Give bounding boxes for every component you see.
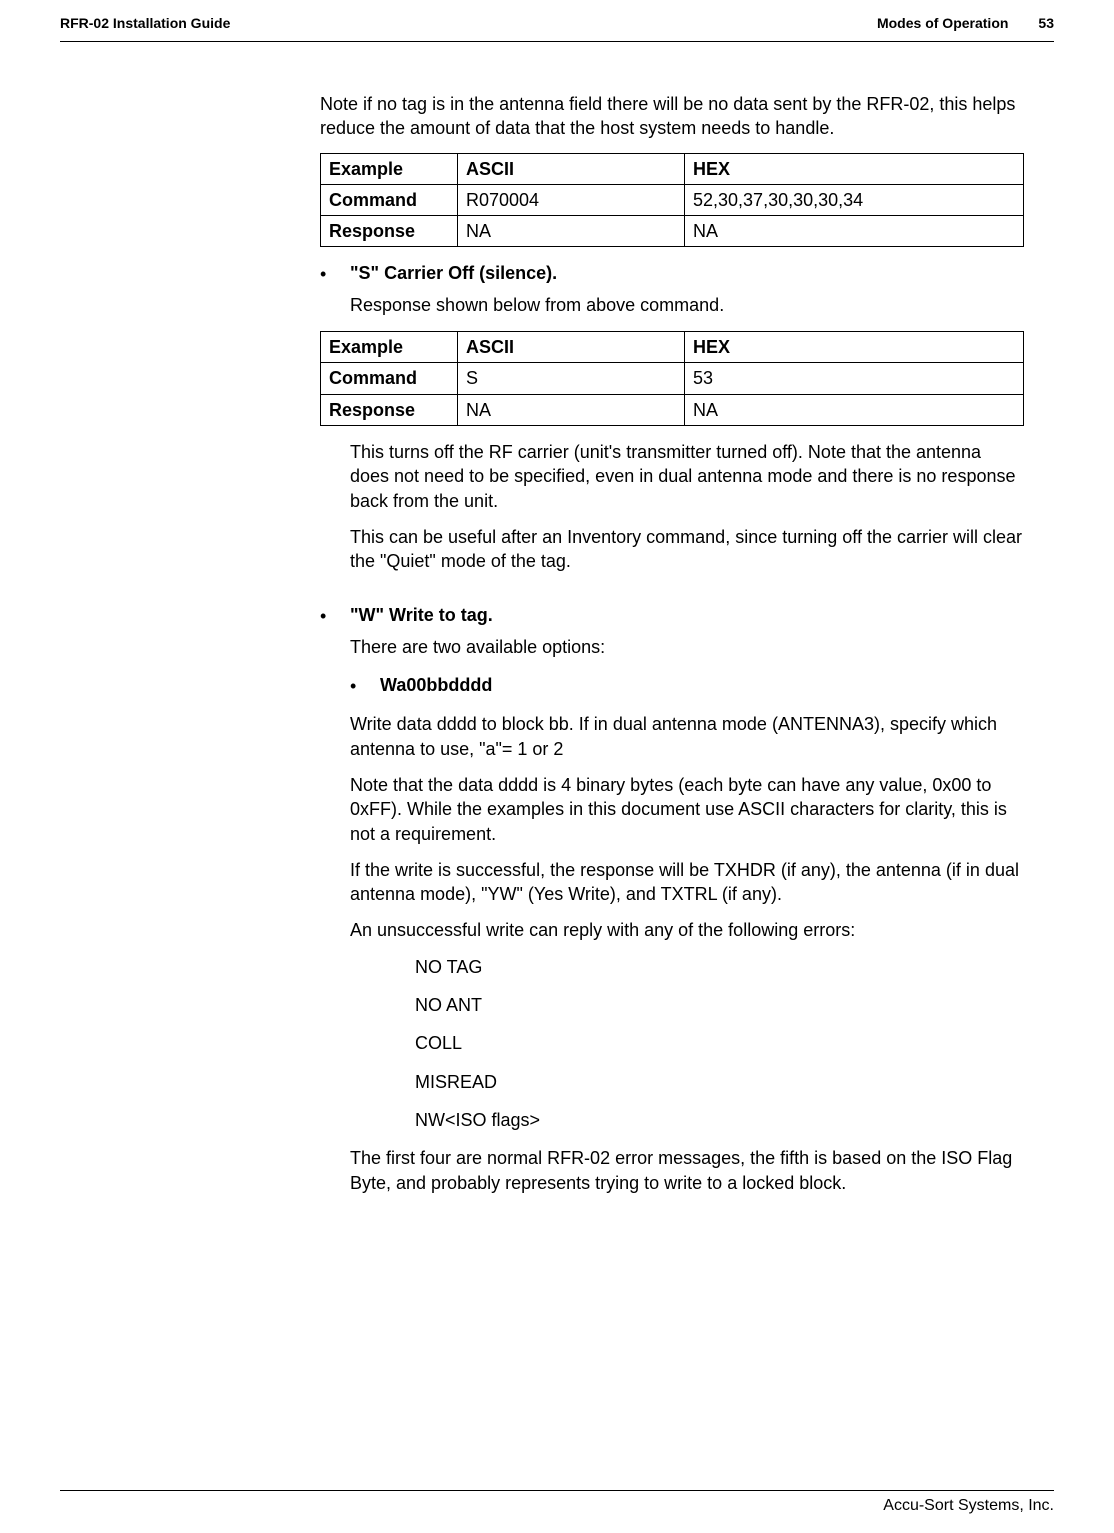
table-row: Example ASCII HEX: [321, 153, 1024, 184]
wa-sub-bullet: • Wa00bbdddd: [350, 673, 1024, 698]
error-item: NO ANT: [415, 993, 1024, 1017]
w-subtext: There are two available options:: [350, 635, 1024, 659]
table-cell: NA: [685, 216, 1024, 247]
table-row: Response NA NA: [321, 216, 1024, 247]
table-cell: NA: [458, 394, 685, 425]
footer-text: Accu-Sort Systems, Inc.: [60, 1497, 1054, 1515]
table-cell: Response: [321, 394, 458, 425]
bullet-icon: •: [320, 261, 350, 286]
header-right: Modes of Operation 53: [877, 15, 1054, 31]
s-carrier-section: • "S" Carrier Off (silence). Response sh…: [320, 261, 1024, 317]
header-section: Modes of Operation: [877, 15, 1008, 31]
header-rule: [60, 41, 1054, 42]
w-heading: "W" Write to tag.: [350, 603, 1024, 627]
content-body: Note if no tag is in the antenna field t…: [320, 92, 1024, 1195]
table-cell: R070004: [458, 184, 685, 215]
intro-paragraph: Note if no tag is in the antenna field t…: [320, 92, 1024, 141]
table-cell: Response: [321, 216, 458, 247]
example-table-1: Example ASCII HEX Command R070004 52,30,…: [320, 153, 1024, 248]
page-header: RFR-02 Installation Guide Modes of Opera…: [60, 15, 1054, 41]
w-para-1: Write data dddd to block bb. If in dual …: [350, 712, 1024, 761]
table-header: Example: [321, 153, 458, 184]
table-header: HEX: [685, 153, 1024, 184]
s-subtext: Response shown below from above command.: [350, 293, 1024, 317]
header-left: RFR-02 Installation Guide: [60, 15, 230, 31]
table-cell: NA: [685, 394, 1024, 425]
table-cell: Command: [321, 184, 458, 215]
bullet-icon: •: [350, 673, 380, 698]
table-row: Response NA NA: [321, 394, 1024, 425]
s-after-para-1: This turns off the RF carrier (unit's tr…: [350, 440, 1024, 513]
table-row: Command R070004 52,30,37,30,30,30,34: [321, 184, 1024, 215]
footer-rule: [60, 1490, 1054, 1491]
bullet-row: • "W" Write to tag.: [320, 603, 1024, 628]
table-header: ASCII: [458, 332, 685, 363]
table-row: Example ASCII HEX: [321, 332, 1024, 363]
error-list: NO TAG NO ANT COLL MISREAD NW<ISO flags>: [415, 955, 1024, 1132]
table-cell: 52,30,37,30,30,30,34: [685, 184, 1024, 215]
table-cell: NA: [458, 216, 685, 247]
w-para-2: Note that the data dddd is 4 binary byte…: [350, 773, 1024, 846]
w-para-4: An unsuccessful write can reply with any…: [350, 918, 1024, 942]
error-item: NO TAG: [415, 955, 1024, 979]
table-header: Example: [321, 332, 458, 363]
bullet-icon: •: [320, 603, 350, 628]
error-item: MISREAD: [415, 1070, 1024, 1094]
header-page-num: 53: [1038, 15, 1054, 31]
example-table-2: Example ASCII HEX Command S 53 Response …: [320, 331, 1024, 426]
page: RFR-02 Installation Guide Modes of Opera…: [0, 0, 1114, 1533]
wa-heading: Wa00bbdddd: [380, 673, 1024, 697]
bullet-row: • "S" Carrier Off (silence).: [320, 261, 1024, 286]
table-cell: 53: [685, 363, 1024, 394]
table-row: Command S 53: [321, 363, 1024, 394]
error-item: NW<ISO flags>: [415, 1108, 1024, 1132]
w-para-3: If the write is successful, the response…: [350, 858, 1024, 907]
table-cell: S: [458, 363, 685, 394]
table-cell: Command: [321, 363, 458, 394]
s-heading: "S" Carrier Off (silence).: [350, 261, 1024, 285]
w-para-5: The first four are normal RFR-02 error m…: [350, 1146, 1024, 1195]
s-after-para-2: This can be useful after an Inventory co…: [350, 525, 1024, 574]
error-item: COLL: [415, 1031, 1024, 1055]
w-write-section: • "W" Write to tag. There are two availa…: [320, 603, 1024, 659]
page-footer: Accu-Sort Systems, Inc.: [60, 1490, 1054, 1515]
table-header: HEX: [685, 332, 1024, 363]
table-header: ASCII: [458, 153, 685, 184]
bullet-row: • Wa00bbdddd: [350, 673, 1024, 698]
